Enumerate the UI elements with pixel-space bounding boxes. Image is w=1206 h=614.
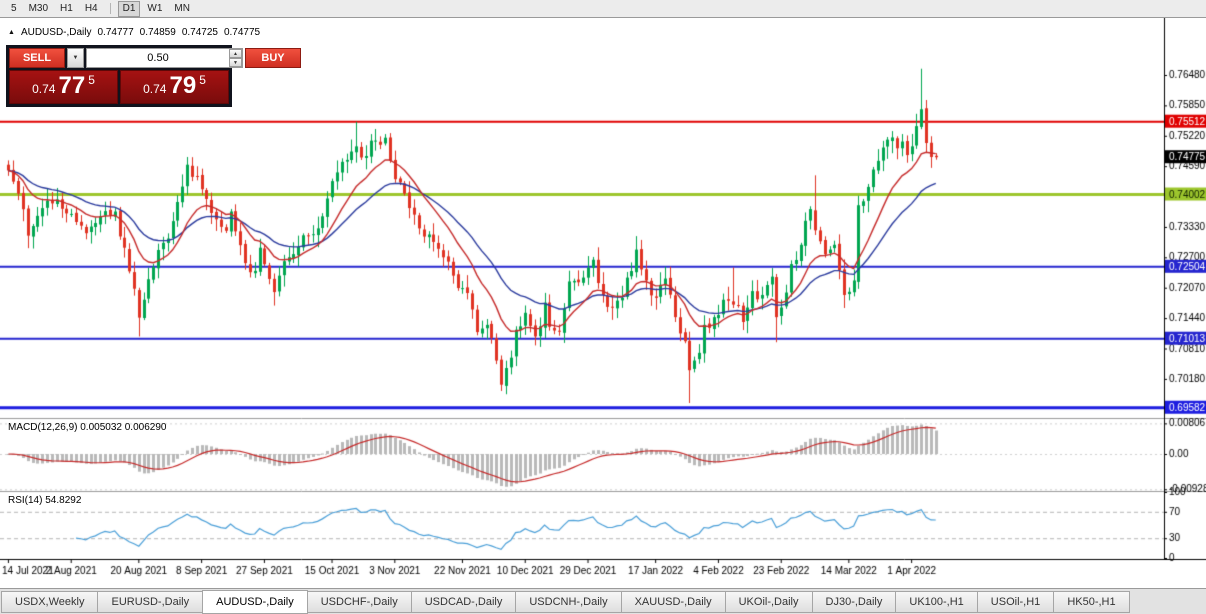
chart-tab-xauusd[interactable]: XAUUSD-,Daily bbox=[620, 590, 726, 613]
price-scale[interactable] bbox=[1164, 18, 1206, 559]
chart-tab-usdchf[interactable]: USDCHF-,Daily bbox=[306, 590, 412, 613]
timeframe-button-5[interactable]: 5 bbox=[6, 1, 22, 17]
chart-tab-usdcad[interactable]: USDCAD-,Daily bbox=[410, 590, 517, 613]
sell-price-main: 0.74 bbox=[32, 82, 56, 96]
chart-tab-usoil[interactable]: USOil-,H1 bbox=[976, 590, 1055, 613]
ohlc-high: 0.74859 bbox=[139, 27, 176, 38]
chart-tabs-bar: USDX,Weekly EURUSD-,Daily AUDUSD-,Daily USD… bbox=[0, 588, 1206, 614]
one-click-trading-panel: SELL ▼ ▲ ▼ BUY 0.74 77 5 0.7 bbox=[6, 45, 301, 107]
chart-tab-ukoil[interactable]: UKOil-,Daily bbox=[724, 590, 813, 613]
timeframe-button-d1[interactable]: D1 bbox=[117, 0, 141, 17]
chart-tab-audusd[interactable]: AUDUSD-,Daily bbox=[202, 589, 308, 614]
volume-input[interactable] bbox=[87, 49, 229, 67]
ohlc-open: 0.74777 bbox=[97, 27, 134, 38]
chart-tab-uk100[interactable]: UK100-,H1 bbox=[895, 590, 978, 613]
timeframe-toolbar: 5 M30 H1 H4 D1 W1 MN bbox=[0, 0, 1206, 18]
buy-button[interactable]: BUY bbox=[245, 48, 301, 68]
chart-tab-eurusd[interactable]: EURUSD-,Daily bbox=[97, 590, 204, 613]
volume-field-group: ▲ ▼ bbox=[86, 48, 243, 68]
volume-increase-button[interactable]: ▲ bbox=[229, 49, 242, 58]
buy-price-pips: 79 bbox=[169, 72, 197, 99]
timeframe-button-h1[interactable]: H1 bbox=[55, 1, 78, 17]
sell-price-pipette: 5 bbox=[88, 73, 95, 87]
timeframe-button-m30[interactable]: M30 bbox=[24, 1, 53, 17]
volume-dropdown-button[interactable]: ▼ bbox=[67, 48, 84, 68]
chart-symbol-period: AUDUSD-,Daily bbox=[20, 27, 92, 38]
sell-price-pips: 77 bbox=[58, 72, 86, 99]
buy-price-pipette: 5 bbox=[199, 73, 206, 87]
price-chart-canvas[interactable] bbox=[0, 18, 1206, 588]
time-scale[interactable] bbox=[0, 560, 1164, 586]
toolbar-separator bbox=[109, 3, 111, 14]
volume-decrease-button[interactable]: ▼ bbox=[229, 58, 242, 67]
chart-window: ▲ AUDUSD-,Daily 0.74777 0.74859 0.74725 … bbox=[0, 18, 1206, 588]
sell-button[interactable]: SELL bbox=[9, 48, 65, 68]
ohlc-low: 0.74725 bbox=[181, 27, 218, 38]
buy-price-main: 0.74 bbox=[143, 82, 167, 96]
ohlc-close: 0.74775 bbox=[223, 27, 261, 38]
rsi-indicator-label: RSI(14) 54.8292 bbox=[8, 495, 82, 506]
chart-tab-usdx[interactable]: USDX,Weekly bbox=[1, 590, 99, 613]
chart-tab-dj30[interactable]: DJ30-,Daily bbox=[811, 590, 897, 613]
volume-spinner: ▲ ▼ bbox=[229, 49, 242, 67]
timeframe-button-h4[interactable]: H4 bbox=[80, 1, 103, 17]
chart-title: ▲ AUDUSD-,Daily 0.74777 0.74859 0.74725 … bbox=[8, 27, 260, 38]
chart-tab-hk50[interactable]: HK50-,H1 bbox=[1053, 590, 1130, 613]
timeframe-button-mn[interactable]: MN bbox=[169, 1, 195, 17]
timeframe-button-w1[interactable]: W1 bbox=[142, 1, 167, 17]
symbol-marker-icon: ▲ bbox=[8, 29, 15, 36]
chart-tab-usdcnh[interactable]: USDCNH-,Daily bbox=[515, 590, 622, 613]
buy-price-button[interactable]: 0.74 79 5 bbox=[120, 70, 229, 104]
sell-price-button[interactable]: 0.74 77 5 bbox=[9, 70, 118, 104]
macd-indicator-label: MACD(12,26,9) 0.005032 0.006290 bbox=[8, 422, 167, 433]
